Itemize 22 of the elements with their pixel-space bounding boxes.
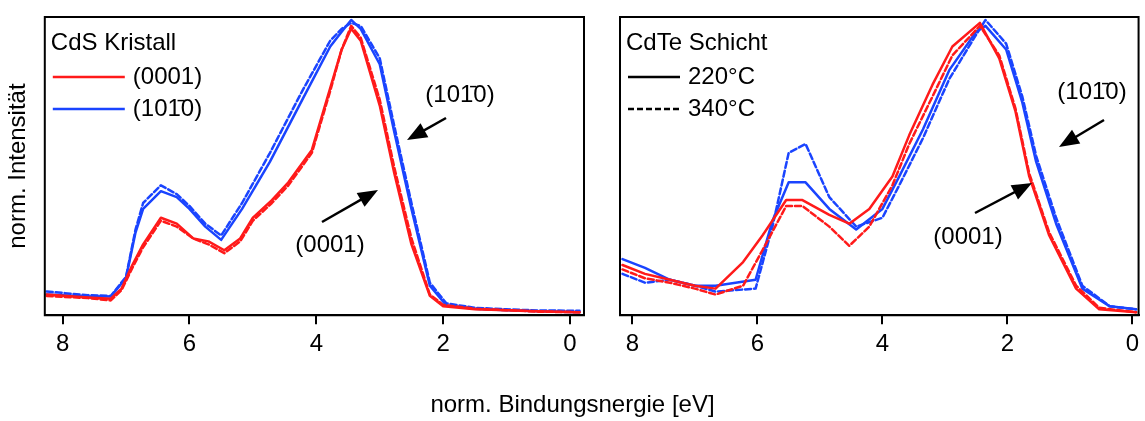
x-tick-label: 4 — [309, 329, 323, 357]
annotation: 220°C — [688, 61, 755, 89]
legend-title: CdTe Schicht — [626, 27, 768, 55]
annotation: (0001) — [933, 221, 1003, 249]
x-tick-label: 6 — [750, 329, 765, 357]
y-axis-title: norm. Intensität — [3, 83, 31, 249]
annotation: (0001) — [295, 229, 365, 257]
annotation: (101̄0) — [1057, 76, 1127, 104]
legend-label: (0001) — [132, 61, 203, 89]
legend-title: CdS Kristall — [50, 27, 177, 55]
x-tick-label: 0 — [563, 329, 577, 357]
x-tick-label: 0 — [1125, 329, 1140, 357]
x-axis-title: norm. Bindungsnergie [eV] — [429, 390, 716, 418]
annotation: 340°C — [688, 93, 755, 121]
x-tick-label: 2 — [436, 329, 450, 357]
x-tick-label: 8 — [625, 329, 640, 357]
annotation: (101̄0) — [425, 79, 495, 107]
x-tick-label: 6 — [182, 329, 197, 357]
x-tick-label: 2 — [1000, 329, 1015, 357]
legend-label: (101̄0) — [132, 93, 203, 121]
x-tick-label: 8 — [55, 329, 70, 357]
x-tick-label: 4 — [875, 329, 890, 357]
